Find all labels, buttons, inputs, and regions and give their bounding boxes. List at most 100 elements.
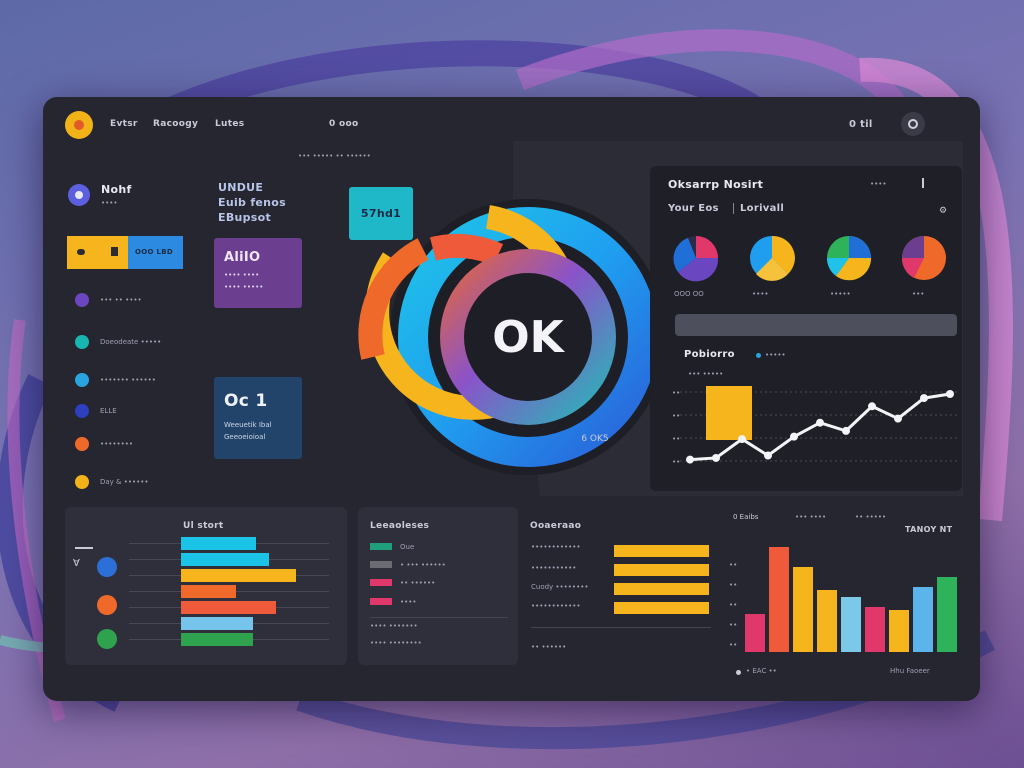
blue-card-line2: Geeoeioioal [224,433,266,441]
donut-graphic: OK 6 OK5 [358,199,666,475]
br-footer-right: Hhu Faoeer [890,667,930,675]
line-point-1 [712,453,720,462]
gray-strip[interactable] [675,314,957,336]
line-point-2 [738,435,746,444]
br-hbar-1 [614,564,709,576]
tab-your-eos[interactable]: Your Eos [668,203,719,214]
br-hbar-3 [614,602,709,614]
sidebar-item-0-icon [75,293,89,307]
sidebar-item-2-icon [75,373,89,387]
pie-label-3: ••• [912,290,925,298]
bottom-mid-panel: Leeaoleses Oue • ••• •••••• •• •••••• ••… [358,507,518,665]
sidebar-item-0-label[interactable]: ••• •• •••• [100,296,142,304]
user-icon[interactable] [901,112,925,136]
br-footer-left: • EAC •• [746,667,777,675]
ring-caption: 6 OK5 [581,434,608,444]
highlight-label: OOO LBD [135,248,173,256]
bl-bar-3 [181,585,236,598]
pie-label-1: •••• [752,290,769,298]
bm-swatch-3 [370,598,392,605]
menu-icon[interactable] [922,178,928,188]
bm-label-0[interactable]: Oue [400,543,415,551]
bm-divider [370,617,508,618]
line-point-0 [686,455,694,464]
profile-sub: •••• [101,199,118,207]
sidebar-item-3-label[interactable]: ELLE [100,407,117,415]
line-chart-sub: ••• ••••• [688,370,724,378]
bm-swatch-2 [370,579,392,586]
bottom-mid-title: Leeaoleses [370,521,430,531]
br-vbar-5 [865,607,885,652]
br-vbar-2 [793,567,813,652]
center-text-0: UNDUE [218,181,264,194]
nav-item-1[interactable]: Racoogy [153,119,199,129]
line-point-5 [816,418,824,427]
bottom-right-title: Ooaeraao [530,521,582,531]
bl-icon-0[interactable] [97,557,117,577]
nav-item-0[interactable]: Evtsr [110,119,138,129]
br-row-label-4: •• •••••• [531,643,567,651]
br-vbar-3 [817,590,837,652]
bl-tick [75,547,93,549]
tab-lorivall[interactable]: Lorivall [733,203,784,214]
line-point-10 [946,390,954,398]
bm-label-2[interactable]: •• •••••• [400,579,436,587]
sidebar-item-1-icon [75,335,89,349]
line-chart-title: Pobiorro [684,349,735,360]
purple-card-line1: •••• •••• [224,271,260,279]
bm-label-5[interactable]: •••• •••••••• [370,639,422,647]
br-vbar-1 [769,547,789,652]
line-point-6 [842,426,850,435]
br-hbar-0 [614,545,709,557]
profile-avatar[interactable] [68,184,90,206]
bl-icon-1[interactable] [97,595,117,615]
settings-icon[interactable]: ⚙ [939,206,948,216]
bl-bar-2 [181,569,296,582]
bl-bar-5 [181,617,253,630]
right-panel-menu[interactable]: •••• [870,180,887,188]
bottom-left-panel: Ul stort Ɐ [65,507,347,665]
bl-bar-6 [181,633,253,646]
teal-badge[interactable]: 57hd1 [349,187,413,240]
dashboard-window: Evtsr Racoogy Lutes 0 ooo 0 til ••• ••••… [43,97,980,701]
sidebar-item-5-label[interactable]: Day & •••••• [100,478,149,486]
br-row-label-1: ••••••••••• [531,564,577,572]
sidebar-item-2-label[interactable]: ••••••• •••••• [100,376,156,384]
bl-icon-2[interactable] [97,629,117,649]
br-vbar-7 [913,587,933,652]
br-ytick-3: •• [729,621,738,629]
sidebar-item-1-label[interactable]: Doeodeate ••••• [100,338,162,346]
bm-swatch-0 [370,543,392,550]
bl-bar-4 [181,601,276,614]
blue-card[interactable]: Oc 1 Weeuetik Ibal Geeoeioioal [214,377,302,459]
sidebar-item-4-label[interactable]: •••••••• [100,440,134,448]
line-point-4 [790,432,798,441]
br-legend-1: ••• •••• [795,513,827,521]
highlight-card[interactable]: OOO LBD [67,236,183,269]
legend-dot [756,353,761,358]
bl-bar-0 [181,537,256,550]
blue-card-title: Oc 1 [224,391,268,411]
bm-label-4[interactable]: •••• ••••••• [370,622,418,630]
nav-item-2[interactable]: Lutes [215,119,245,129]
app-logo[interactable] [65,111,93,139]
purple-card-line2: •••• ••••• [224,283,264,291]
purple-card[interactable]: AliIO •••• •••• •••• ••••• [214,238,302,308]
right-panel: Oksarrp Nosirt •••• Your Eos Lorivall ⚙ … [650,166,962,491]
br-legend-0: 0 Eaibs [733,513,759,521]
center-text-1: Euib fenos [218,196,287,209]
center-text-2: EBupsot [218,211,272,224]
teal-badge-label: 57hd1 [360,207,402,220]
br-corner: TANOY NT [905,525,953,534]
line-point-7 [868,402,876,411]
br-vbar-0 [745,614,765,652]
br-divider [531,627,711,628]
bm-label-3[interactable]: •••• [400,598,417,606]
right-panel-title: Oksarrp Nosirt [668,178,764,191]
br-ytick-0: •• [729,561,738,569]
line-point-8 [894,414,902,423]
br-row-label-2: Cuody •••••••• [531,583,589,591]
bm-swatch-1 [370,561,392,568]
br-hbar-2 [614,583,709,595]
bm-label-1[interactable]: • ••• •••••• [400,561,446,569]
